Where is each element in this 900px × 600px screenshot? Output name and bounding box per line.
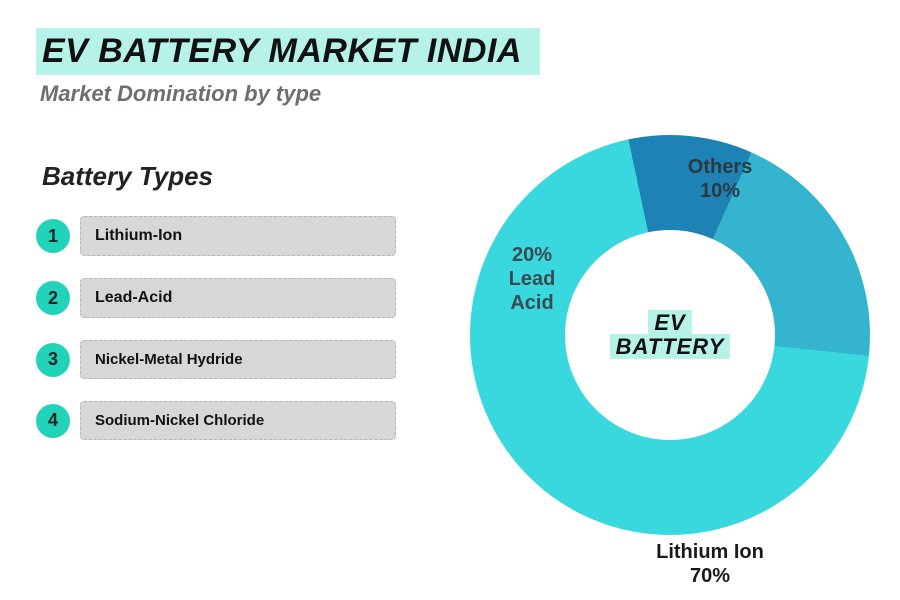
type-row: 2 Lead-Acid [36, 278, 396, 318]
type-number-badge: 2 [36, 281, 70, 315]
content-row: Battery Types 1 Lithium-Ion 2 Lead-Acid 3 Nic… [36, 135, 864, 595]
type-row: 3 Nickel-Metal Hydride [36, 340, 396, 379]
donut-hole: EVBATTERY [565, 230, 775, 440]
title-highlight: EV BATTERY MARKET INDIA [36, 28, 540, 75]
slice-label: 20%LeadAcid [492, 243, 572, 315]
type-label: Nickel-Metal Hydride [80, 340, 396, 379]
donut-center-label: EVBATTERY [610, 311, 731, 359]
type-row: 1 Lithium-Ion [36, 216, 396, 256]
page-title: EV BATTERY MARKET INDIA [42, 32, 522, 70]
type-number-badge: 1 [36, 219, 70, 253]
types-heading: Battery Types [42, 161, 396, 192]
page-subtitle: Market Domination by type [40, 81, 864, 107]
type-row: 4 Sodium-Nickel Chloride [36, 401, 396, 440]
types-list: 1 Lithium-Ion 2 Lead-Acid 3 Nickel-Metal Hydr… [36, 216, 396, 440]
battery-types-panel: Battery Types 1 Lithium-Ion 2 Lead-Acid 3 Nic… [36, 135, 396, 595]
type-label: Sodium-Nickel Chloride [80, 401, 396, 440]
slice-label: Others10% [675, 155, 765, 203]
donut-chart-panel: EVBATTERY Others10% 20%LeadAcid Lithium Io… [420, 135, 864, 595]
slice-label: Lithium Ion70% [610, 540, 810, 588]
type-number-badge: 4 [36, 404, 70, 438]
type-label: Lithium-Ion [80, 216, 396, 256]
infographic-page: EV BATTERY MARKET INDIA Market Dominatio… [0, 0, 900, 600]
type-label: Lead-Acid [80, 278, 396, 318]
type-number-badge: 3 [36, 343, 70, 377]
